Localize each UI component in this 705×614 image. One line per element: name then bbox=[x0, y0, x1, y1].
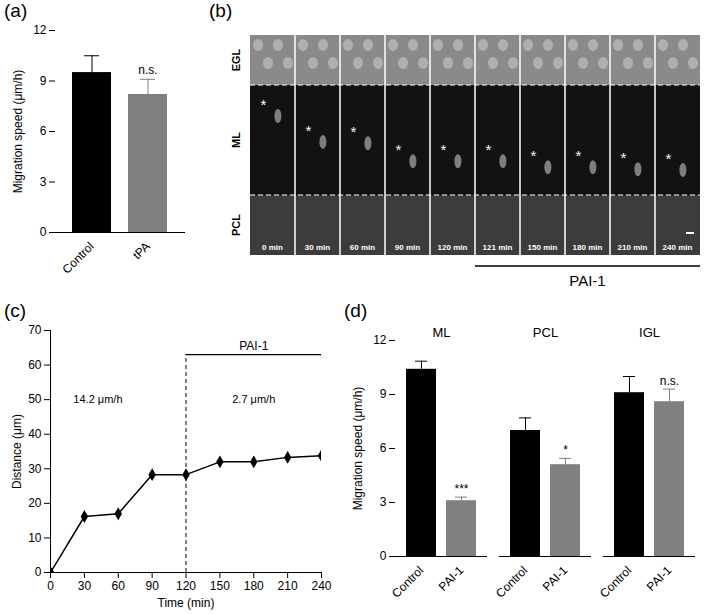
svg-text:60 min: 60 min bbox=[350, 243, 375, 252]
svg-text:*: * bbox=[306, 122, 312, 139]
svg-text:0: 0 bbox=[380, 549, 387, 563]
svg-text:0 min: 0 min bbox=[262, 243, 283, 252]
svg-text:0: 0 bbox=[35, 565, 42, 579]
svg-text:90: 90 bbox=[145, 579, 159, 593]
svg-text:20: 20 bbox=[28, 496, 42, 510]
svg-text:14.2 μm/h: 14.2 μm/h bbox=[73, 393, 122, 405]
svg-text:*: * bbox=[351, 123, 357, 140]
svg-text:120 min: 120 min bbox=[438, 243, 468, 252]
svg-text:0: 0 bbox=[40, 225, 47, 239]
svg-text:30: 30 bbox=[28, 462, 42, 476]
svg-text:n.s.: n.s. bbox=[138, 63, 157, 77]
html-text:(c): (c) bbox=[4, 300, 27, 321]
svg-text:Time (min): Time (min) bbox=[158, 596, 215, 610]
svg-text:n.s.: n.s. bbox=[660, 374, 679, 388]
svg-text:70: 70 bbox=[28, 323, 42, 337]
svg-text:180: 180 bbox=[244, 579, 264, 593]
svg-text:0: 0 bbox=[47, 579, 54, 593]
html-text:(b): (b) bbox=[209, 0, 233, 21]
svg-text:90 min: 90 min bbox=[395, 243, 420, 252]
svg-text:240 min: 240 min bbox=[663, 243, 693, 252]
svg-text:*: * bbox=[621, 149, 627, 166]
svg-text:210 min: 210 min bbox=[618, 243, 648, 252]
svg-text:PCL: PCL bbox=[230, 214, 242, 236]
svg-text:*: * bbox=[486, 141, 492, 158]
svg-text:PAI-1: PAI-1 bbox=[644, 563, 675, 594]
svg-text:40: 40 bbox=[28, 427, 42, 441]
html-text:(d): (d) bbox=[344, 300, 368, 321]
svg-text:30: 30 bbox=[78, 579, 92, 593]
svg-text:*: * bbox=[396, 141, 402, 158]
svg-text:Control: Control bbox=[60, 239, 97, 276]
svg-text:12: 12 bbox=[373, 333, 387, 347]
svg-text:180 min: 180 min bbox=[573, 243, 603, 252]
svg-text:PAI-1: PAI-1 bbox=[436, 563, 467, 594]
svg-text:tPA: tPA bbox=[130, 239, 153, 262]
html-text:(a): (a) bbox=[4, 0, 28, 21]
svg-text:9: 9 bbox=[40, 74, 47, 88]
svg-text:***: *** bbox=[454, 482, 468, 496]
svg-text:PAI-1: PAI-1 bbox=[540, 563, 571, 594]
svg-text:Migration speed (μm/h): Migration speed (μm/h) bbox=[11, 70, 25, 194]
svg-text:6: 6 bbox=[40, 124, 47, 138]
svg-text:ML: ML bbox=[432, 325, 450, 340]
svg-text:240: 240 bbox=[311, 579, 331, 593]
svg-text:Distance (μm): Distance (μm) bbox=[10, 414, 24, 489]
svg-text:*: * bbox=[563, 443, 568, 457]
svg-text:10: 10 bbox=[28, 531, 42, 545]
svg-text:60: 60 bbox=[112, 579, 126, 593]
svg-text:PCL: PCL bbox=[533, 325, 558, 340]
svg-text:*: * bbox=[576, 147, 582, 164]
svg-text:9: 9 bbox=[380, 387, 387, 401]
svg-text:121 min: 121 min bbox=[483, 243, 513, 252]
svg-text:12: 12 bbox=[33, 23, 47, 37]
svg-text:6: 6 bbox=[380, 441, 387, 455]
svg-text:210: 210 bbox=[278, 579, 298, 593]
svg-text:PAI-1: PAI-1 bbox=[569, 272, 605, 289]
svg-text:Migration speed (μm/h): Migration speed (μm/h) bbox=[351, 387, 365, 511]
svg-text:150 min: 150 min bbox=[528, 243, 558, 252]
svg-text:*: * bbox=[261, 96, 267, 113]
svg-text:Control: Control bbox=[597, 563, 634, 600]
svg-text:IGL: IGL bbox=[639, 325, 660, 340]
svg-text:60: 60 bbox=[28, 358, 42, 372]
svg-text:150: 150 bbox=[210, 579, 230, 593]
svg-text:PAI-1: PAI-1 bbox=[239, 339, 268, 353]
svg-text:*: * bbox=[666, 150, 672, 167]
svg-text:ML: ML bbox=[230, 132, 242, 148]
svg-text:30 min: 30 min bbox=[305, 243, 330, 252]
svg-text:3: 3 bbox=[380, 495, 387, 509]
svg-text:Control: Control bbox=[389, 563, 426, 600]
svg-text:Control: Control bbox=[493, 563, 530, 600]
svg-text:120: 120 bbox=[176, 579, 196, 593]
svg-text:3: 3 bbox=[40, 175, 47, 189]
svg-text:*: * bbox=[531, 147, 537, 164]
svg-text:EGL: EGL bbox=[230, 48, 242, 71]
svg-text:*: * bbox=[441, 141, 447, 158]
svg-text:2.7 μm/h: 2.7 μm/h bbox=[232, 393, 275, 405]
svg-text:50: 50 bbox=[28, 392, 42, 406]
